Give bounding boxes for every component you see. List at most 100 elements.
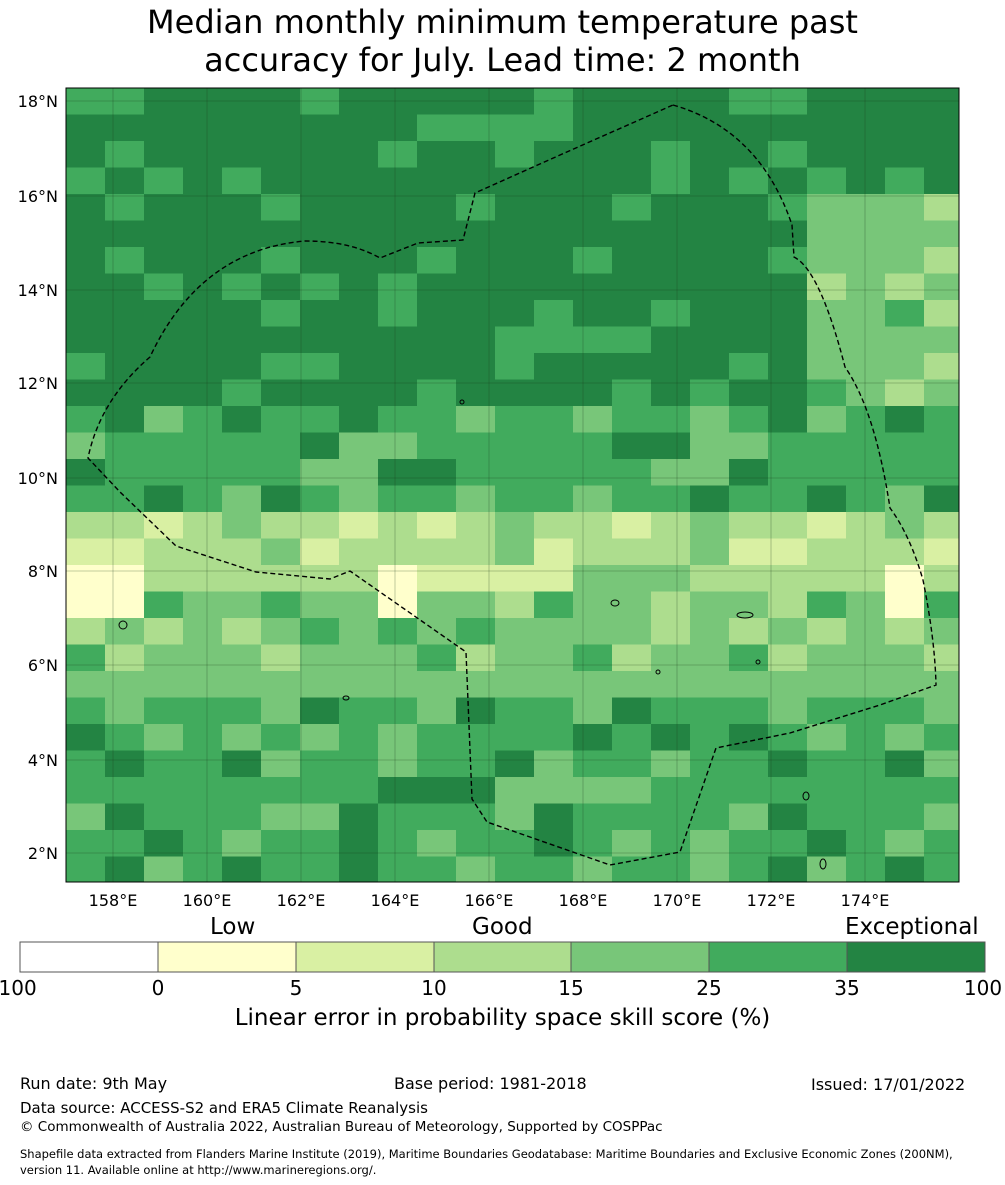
grid-cell <box>495 379 535 407</box>
grid-cell <box>924 88 960 115</box>
grid-cell <box>807 406 847 433</box>
grid-cell <box>339 88 379 115</box>
grid-cell <box>534 167 574 195</box>
grid-cell <box>885 459 925 486</box>
grid-cell <box>378 830 418 857</box>
grid-cell <box>105 777 145 804</box>
grid-cell <box>885 432 925 460</box>
grid-cell <box>924 830 960 857</box>
grid-cell <box>105 220 145 248</box>
grid-cell <box>768 777 808 804</box>
grid-cell <box>144 88 184 115</box>
grid-cell <box>729 326 769 354</box>
grid-cell <box>495 618 535 645</box>
grid-cell <box>924 565 960 592</box>
grid-cell <box>456 432 496 460</box>
grid-cell <box>885 671 925 698</box>
grid-cell <box>300 644 340 672</box>
grid-cell <box>66 353 106 380</box>
island-outline <box>736 611 754 619</box>
grid-cell <box>144 353 184 380</box>
grid-cell <box>66 724 106 751</box>
grid-cell <box>846 803 886 831</box>
grid-cell <box>846 432 886 460</box>
grid-cell <box>144 777 184 804</box>
grid-cell <box>105 671 145 698</box>
island-outline <box>655 669 661 675</box>
grid-cell <box>768 724 808 751</box>
grid-cell <box>690 88 730 115</box>
grid-cell <box>144 247 184 274</box>
grid-cell <box>807 379 847 407</box>
grid-cell <box>222 512 262 539</box>
grid-cell <box>261 406 301 433</box>
grid-cell <box>729 114 769 142</box>
grid-cell <box>105 565 145 592</box>
grid-cell <box>417 830 457 857</box>
grid-cell <box>417 432 457 460</box>
grid-cell <box>651 167 691 195</box>
grid-cell <box>495 591 535 619</box>
grid-cell <box>417 379 457 407</box>
grid-cell <box>417 114 457 142</box>
grid-cell <box>651 565 691 592</box>
grid-cell <box>807 697 847 725</box>
grid-cell <box>573 591 613 619</box>
grid-cell <box>690 803 730 831</box>
grid-cell <box>378 485 418 513</box>
grid-cell <box>456 856 496 883</box>
grid-cell <box>222 326 262 354</box>
grid-cell <box>456 565 496 592</box>
grid-cell <box>651 247 691 274</box>
colorbar-tick: 10 <box>421 976 447 1000</box>
grid-cell <box>417 565 457 592</box>
grid-cell <box>495 856 535 883</box>
grid-cell <box>729 220 769 248</box>
grid-cell <box>66 803 106 831</box>
grid-cell <box>924 141 960 168</box>
grid-cell <box>300 459 340 486</box>
grid-cell <box>534 618 574 645</box>
grid-cell <box>495 273 535 301</box>
grid-cell <box>651 618 691 645</box>
grid-cell <box>534 485 574 513</box>
grid-cell <box>612 750 652 778</box>
grid-cell <box>495 247 535 274</box>
grid-cell <box>456 406 496 433</box>
grid-cell <box>924 247 960 274</box>
shapefile-credit-line-1: Shapefile data extracted from Flanders M… <box>20 1147 953 1161</box>
grid-cell <box>183 273 223 301</box>
grid-cell <box>495 220 535 248</box>
grid-cell <box>66 644 106 672</box>
grid-cell <box>339 273 379 301</box>
grid-cell <box>105 114 145 142</box>
grid-cell <box>66 379 106 407</box>
grid-cell <box>378 167 418 195</box>
grid-cell <box>573 830 613 857</box>
grid-cell <box>66 538 106 566</box>
grid-cell <box>651 512 691 539</box>
grid-cell <box>456 88 496 115</box>
grid-cell <box>807 300 847 327</box>
grid-cell <box>807 432 847 460</box>
grid-cell <box>183 724 223 751</box>
grid-cell <box>339 750 379 778</box>
grid-cell <box>339 300 379 327</box>
grid-cell <box>573 300 613 327</box>
grid-cell <box>690 565 730 592</box>
grid-cell <box>66 591 106 619</box>
grid-cell <box>456 538 496 566</box>
grid-cell <box>261 485 301 513</box>
grid-cell <box>612 114 652 142</box>
colorbar-tick: 35 <box>834 976 860 1000</box>
grid-cell <box>807 141 847 168</box>
grid-cell <box>651 724 691 751</box>
grid-cell <box>573 671 613 698</box>
grid-cell <box>495 459 535 486</box>
island-outline <box>342 695 350 701</box>
grid-cell <box>261 432 301 460</box>
grid-cell <box>885 856 925 883</box>
grid-cell <box>144 273 184 301</box>
grid-cell <box>885 273 925 301</box>
grid-cell <box>417 326 457 354</box>
